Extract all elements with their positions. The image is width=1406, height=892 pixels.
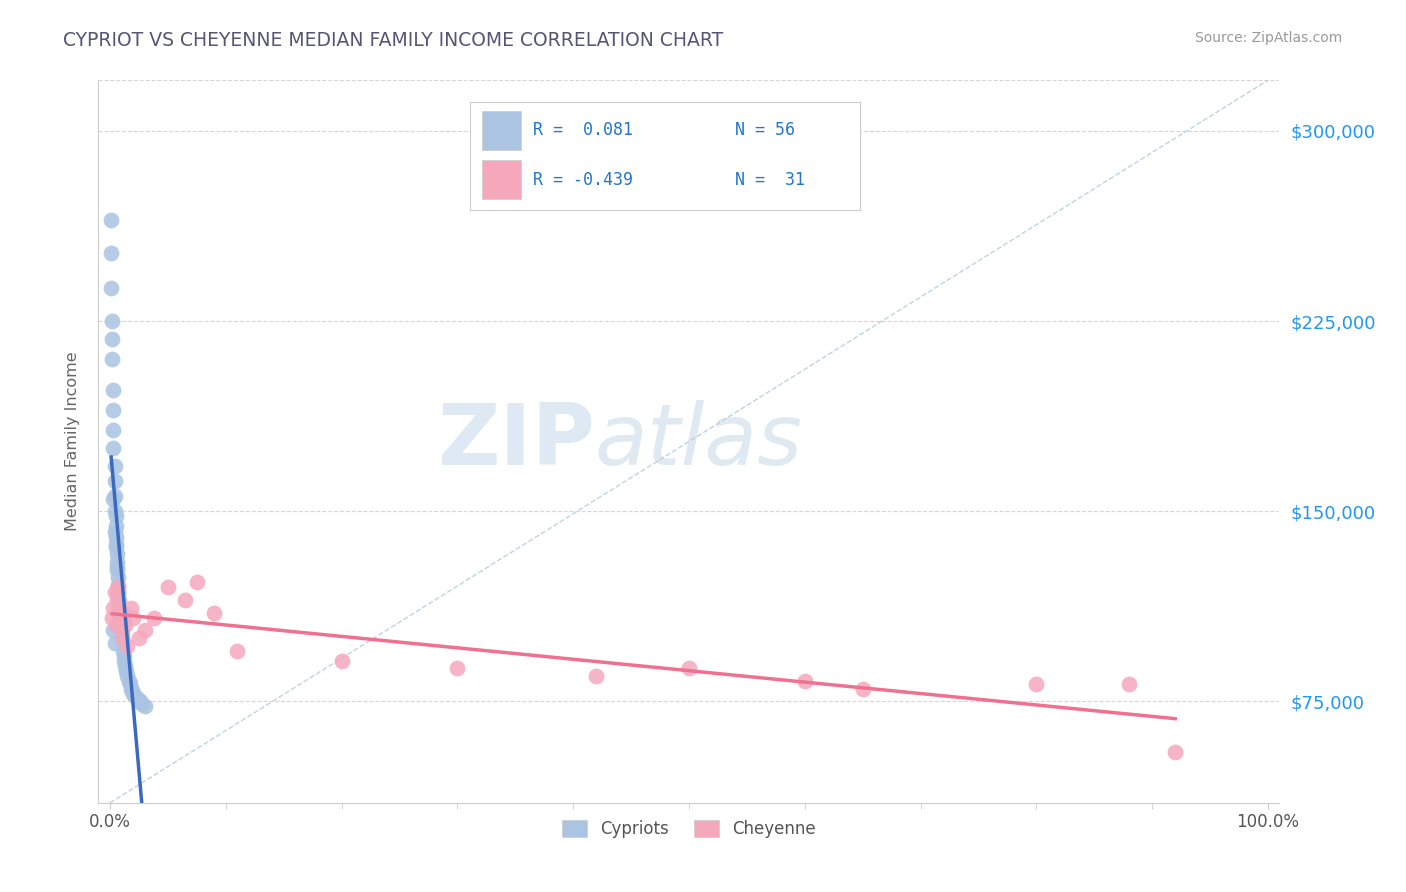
Legend: Cypriots, Cheyenne: Cypriots, Cheyenne [555, 814, 823, 845]
Point [105, 560, 128, 574]
Point [104, 474, 127, 488]
Point [108, 611, 131, 625]
Point [101, 352, 124, 367]
Point [100, 245, 122, 260]
Point [226, 643, 249, 657]
Point [110, 626, 132, 640]
Text: CYPRIOT VS CHEYENNE MEDIAN FAMILY INCOME CORRELATION CHART: CYPRIOT VS CHEYENNE MEDIAN FAMILY INCOME… [63, 31, 724, 50]
Point [122, 611, 145, 625]
Y-axis label: Median Family Income: Median Family Income [65, 351, 80, 532]
Point [104, 504, 127, 518]
Point [112, 654, 135, 668]
Point [110, 621, 132, 635]
Point [104, 509, 127, 524]
Point [585, 669, 607, 683]
Point [103, 624, 125, 638]
Point [174, 593, 197, 607]
Point [100, 212, 122, 227]
Point [117, 674, 139, 689]
Point [117, 639, 139, 653]
Point [104, 458, 127, 473]
Point [114, 618, 136, 632]
Point [107, 570, 129, 584]
Point [101, 332, 124, 346]
Point [104, 636, 127, 650]
Point [112, 648, 135, 663]
Point [118, 676, 141, 690]
Point [103, 441, 125, 455]
Point [103, 383, 125, 397]
Point [1118, 676, 1140, 690]
Point [103, 423, 125, 437]
Point [111, 606, 134, 620]
Point [110, 631, 132, 645]
Point [100, 281, 122, 295]
Point [134, 624, 156, 638]
Point [107, 580, 129, 594]
Point [104, 537, 127, 551]
Point [103, 491, 125, 506]
Point [143, 611, 166, 625]
Point [105, 593, 128, 607]
Point [128, 631, 150, 645]
Point [1164, 745, 1187, 759]
Point [111, 643, 134, 657]
Point [104, 530, 127, 544]
Point [127, 691, 149, 706]
Point [110, 618, 132, 632]
Point [134, 699, 156, 714]
Point [131, 697, 153, 711]
Point [678, 661, 700, 675]
Text: atlas: atlas [595, 400, 803, 483]
Point [115, 664, 138, 678]
Point [120, 681, 142, 696]
Point [104, 519, 127, 533]
Point [104, 585, 127, 599]
Point [108, 600, 131, 615]
Point [110, 606, 132, 620]
Point [129, 694, 152, 708]
Point [108, 600, 131, 615]
Point [114, 659, 136, 673]
Point [202, 606, 225, 620]
Point [124, 690, 146, 704]
Point [105, 547, 128, 561]
Point [122, 687, 145, 701]
Point [103, 600, 125, 615]
Point [120, 600, 142, 615]
Point [1025, 676, 1047, 690]
Point [103, 402, 125, 417]
Point [107, 585, 129, 599]
Point [105, 555, 128, 569]
Point [793, 674, 815, 689]
Text: Source: ZipAtlas.com: Source: ZipAtlas.com [1195, 31, 1343, 45]
Point [852, 681, 875, 696]
Point [104, 524, 127, 539]
Point [117, 669, 139, 683]
Point [111, 636, 134, 650]
Point [104, 540, 127, 554]
Text: ZIP: ZIP [437, 400, 595, 483]
Point [104, 489, 127, 503]
Point [186, 575, 208, 590]
Point [108, 593, 131, 607]
Point [104, 618, 127, 632]
Point [107, 578, 129, 592]
Point [330, 654, 353, 668]
Point [110, 613, 132, 627]
Point [156, 580, 179, 594]
Point [446, 661, 468, 675]
Point [101, 611, 124, 625]
Point [101, 314, 124, 328]
Point [110, 631, 132, 645]
Point [105, 563, 128, 577]
Point [107, 585, 129, 599]
Point [121, 684, 143, 698]
